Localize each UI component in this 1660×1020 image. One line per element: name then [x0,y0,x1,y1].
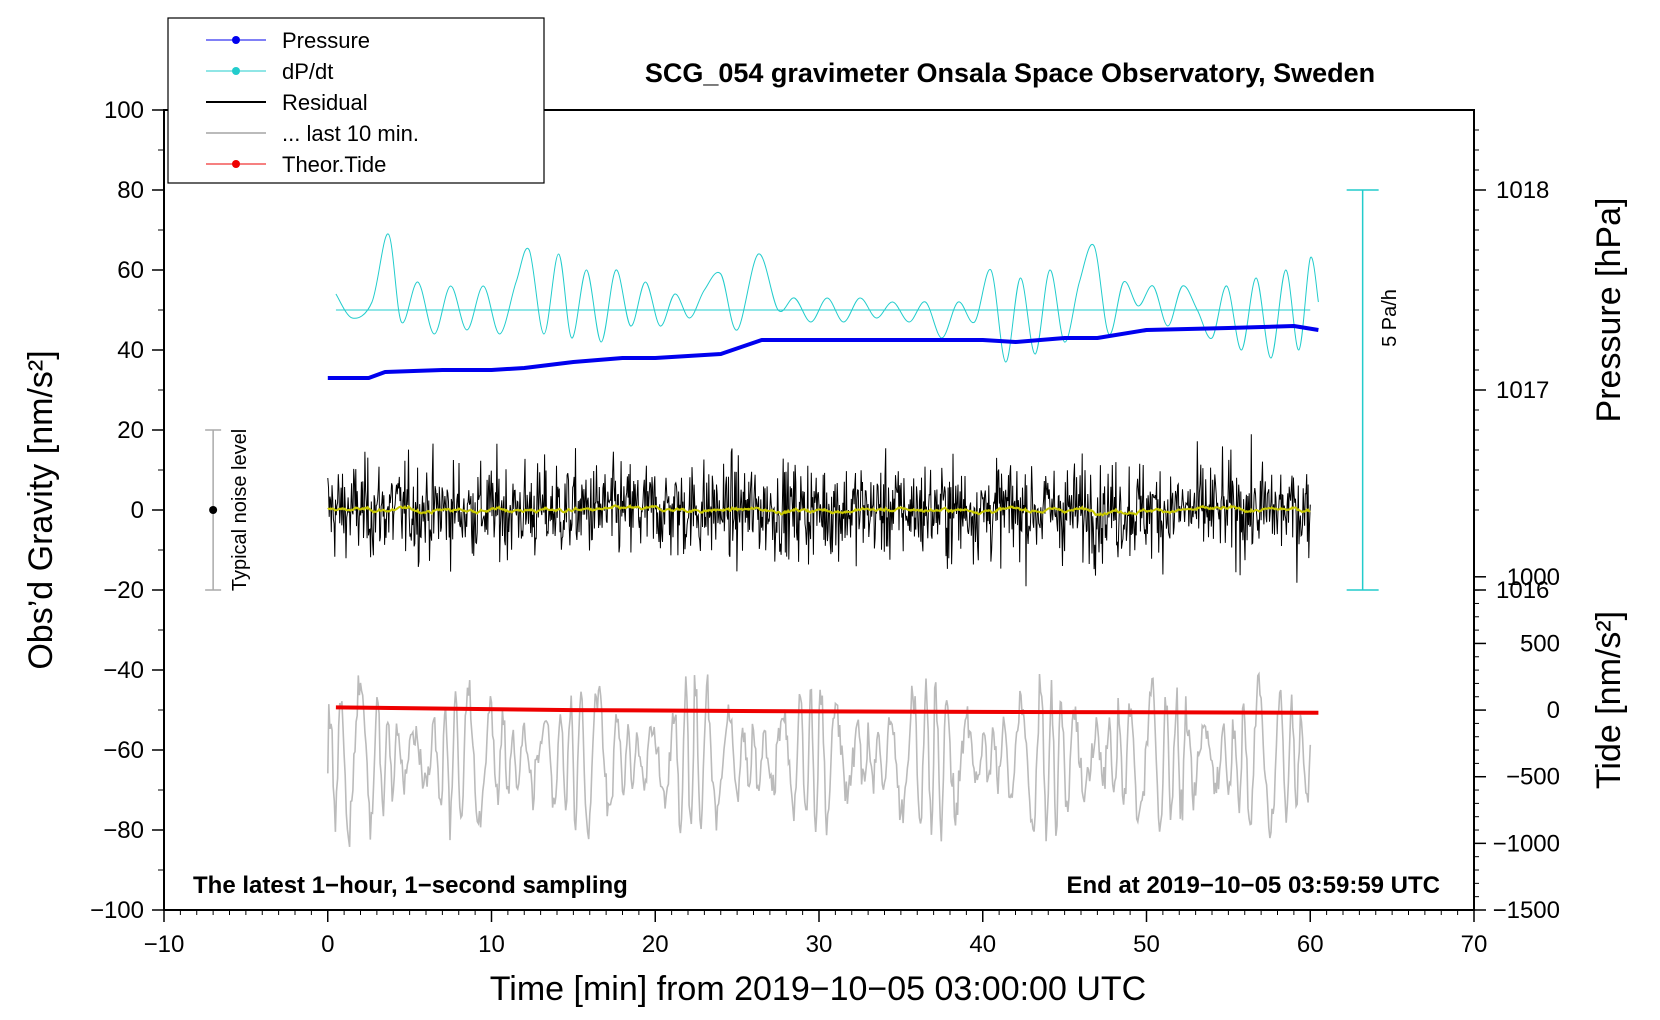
theor-tide-line [335,705,1319,715]
y-tick-label: 40 [117,337,144,364]
pressure-tick-label: 1018 [1496,177,1549,204]
x-tick-label: 0 [321,931,334,958]
x-tick-label: −10 [144,931,185,958]
legend-swatch-marker [232,160,240,168]
legend-label: ... last 10 min. [282,121,419,146]
legend-swatch-marker [232,67,240,75]
legend-label: Pressure [282,28,370,53]
x-tick-label: 70 [1461,931,1488,958]
legend-label: Theor.Tide [282,152,386,177]
y-axis-pressure: 1018 1017 1016 [1474,129,1549,604]
y-axis-left: 100 80 60 40 20 0 −20 −40 −60 −80 −100 [90,97,164,924]
tide-tick-label: 1000 [1507,564,1560,591]
tide-tick-label: 0 [1547,697,1560,724]
x-tick-label: 30 [806,931,833,958]
legend-items: Pressure dP/dt Residual ... last 10 min. The… [206,28,419,177]
y-tick-label: 0 [131,497,144,524]
y-axis-title-tide: Tide [nm/s²] [1590,611,1628,789]
pressure-layer [327,324,1319,380]
x-tick-label: 10 [478,931,505,958]
y-tick-label: 100 [104,97,144,124]
residual-layer [327,434,1311,587]
legend: Pressure dP/dt Residual ... last 10 min. The… [167,17,545,184]
last-10-min-layer [327,671,1312,848]
noise-level-label: Typical noise level [229,429,251,591]
x-axis-title: Time [min] from 2019−10−05 03:00:00 UTC [490,970,1146,1008]
tide-tick-label: −1500 [1493,897,1560,924]
y-axis-tide: 1000 500 0 −500 −1000 −1500 [1474,564,1560,924]
pressure-line [327,324,1319,380]
chart-title: SCG_054 gravimeter Onsala Space Observat… [645,58,1375,88]
x-tick-label: 20 [642,931,669,958]
tide-tick-label: −500 [1506,764,1560,791]
legend-label: Residual [282,90,368,115]
x-tick-label: 50 [1133,931,1160,958]
y-tick-label: −20 [103,577,144,604]
y-tick-label: 80 [117,177,144,204]
scale-bar-label: 5 Pa/h [1379,289,1401,347]
legend-box [167,17,545,184]
dpdt-line [335,233,1319,363]
y-tick-label: −100 [90,897,144,924]
x-tick-label: 60 [1297,931,1324,958]
y-tick-label: 20 [117,417,144,444]
y-axis-title-pressure: Pressure [hPa] [1590,198,1628,423]
y-tick-label: 60 [117,257,144,284]
tide-tick-label: 500 [1520,630,1560,657]
x-axis: −10 0 10 20 30 40 50 60 70 [144,910,1488,958]
y-tick-label: −60 [103,737,144,764]
y-axis-title-left: Obs’d Gravity [nm/s²] [22,350,60,669]
x-tick-label: 40 [969,931,996,958]
noise-bar-dot [209,506,218,514]
residual-line [327,434,1311,587]
annotation-sampling: The latest 1−hour, 1−second sampling [193,872,628,899]
pressure-tick-label: 1016 [1496,577,1549,604]
legend-swatch-marker [232,36,240,44]
legend-label: dP/dt [282,59,333,84]
noise-bar [205,429,222,591]
tide-tick-label: −1000 [1493,830,1560,857]
last-10-min-line [327,671,1312,848]
dpdt-scale-bar [1346,189,1379,591]
y-tick-label: −80 [103,817,144,844]
annotation-end-time: End at 2019−10−05 03:59:59 UTC [1066,872,1440,899]
dpdt-layer [335,233,1319,363]
y-tick-label: −40 [103,657,144,684]
residual-mean-line [327,504,1311,517]
theor-tide-layer [335,705,1319,715]
pressure-tick-label: 1017 [1496,377,1549,404]
